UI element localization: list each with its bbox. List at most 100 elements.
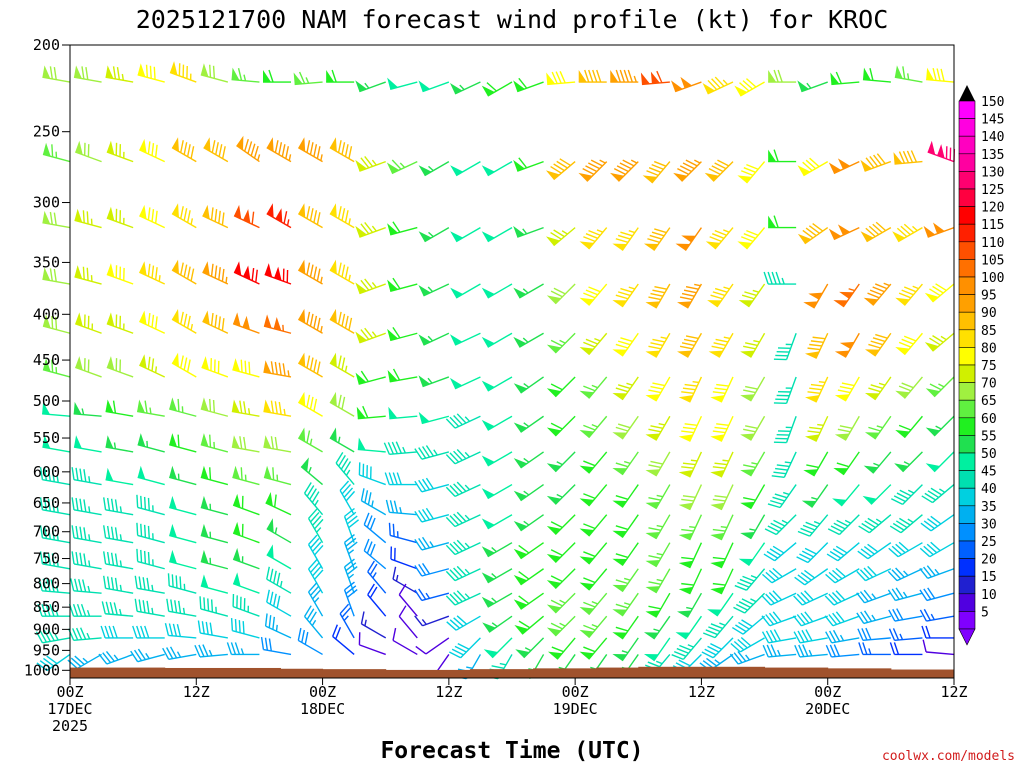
wind-barb xyxy=(864,415,892,440)
barb-pennant xyxy=(894,65,903,79)
barb-flag xyxy=(740,236,754,243)
barb-pennant xyxy=(386,162,400,174)
barb-flag xyxy=(456,481,467,492)
colorbar-max-arrow xyxy=(959,85,975,101)
wind-barb xyxy=(643,637,671,662)
barb-flag xyxy=(679,345,693,350)
barb-shaft xyxy=(42,637,71,644)
barb-flag xyxy=(550,422,563,430)
barb-halfflag xyxy=(320,154,323,161)
credit-link[interactable]: coolwx.com/models xyxy=(882,749,1015,764)
wind-barb xyxy=(481,227,513,243)
barb-flag xyxy=(923,545,934,556)
barb-flag xyxy=(809,157,820,168)
barb-pennant xyxy=(481,231,495,242)
wind-barb xyxy=(919,565,955,579)
barb-pennant xyxy=(418,375,431,387)
barb-flag xyxy=(272,467,275,480)
barb-flag xyxy=(218,316,221,330)
barb-flag xyxy=(360,488,365,501)
barb-flag xyxy=(550,339,563,347)
barb-flag xyxy=(743,345,756,350)
barb-pennant xyxy=(418,284,431,296)
barb-flag xyxy=(414,565,423,577)
barb-flag xyxy=(923,588,932,600)
y-tick-label: 300 xyxy=(33,194,60,212)
barb-flag xyxy=(268,615,272,628)
barb-flag xyxy=(831,591,842,603)
wind-barb xyxy=(701,637,734,659)
barb-flag xyxy=(714,287,728,293)
wind-barb xyxy=(481,514,513,530)
wind-barb xyxy=(343,507,360,543)
barb-shaft xyxy=(688,451,703,478)
barb-flag xyxy=(828,593,839,604)
barb-shaft xyxy=(398,616,418,639)
barb-shaft xyxy=(421,483,450,493)
barb-flag xyxy=(773,519,786,527)
wind-barb xyxy=(363,538,387,570)
barb-flag xyxy=(584,69,590,83)
wind-barb xyxy=(169,465,197,486)
barb-halfflag xyxy=(87,585,91,593)
barb-pennant xyxy=(579,346,594,355)
barb-flag xyxy=(765,593,775,604)
wind-barb xyxy=(355,80,386,93)
barb-flag xyxy=(85,66,89,80)
barb-flag xyxy=(924,492,936,501)
barb-shaft xyxy=(771,568,797,584)
barb-flag xyxy=(796,556,809,564)
wind-barb xyxy=(200,523,229,544)
barb-flag xyxy=(936,68,941,81)
barb-flag xyxy=(209,467,212,480)
barb-pennant xyxy=(805,434,820,442)
barb-pennant xyxy=(645,301,660,309)
barb-flag xyxy=(798,644,805,657)
barb-flag xyxy=(870,340,884,346)
wind-barb xyxy=(236,135,261,163)
barb-pennant xyxy=(481,596,495,608)
barb-flag xyxy=(802,229,814,239)
barb-pennant xyxy=(707,300,722,307)
barb-flag xyxy=(828,571,839,582)
barb-pennant xyxy=(357,437,366,451)
barb-flag xyxy=(712,466,726,469)
barb-flag xyxy=(83,553,87,567)
barb-pennant xyxy=(513,80,525,92)
wind-barb xyxy=(386,159,418,175)
barb-flag xyxy=(106,497,111,511)
barb-halfflag xyxy=(225,276,228,284)
barb-halfflag xyxy=(903,570,909,577)
surface-segment xyxy=(638,666,702,678)
barb-flag xyxy=(810,383,824,387)
barb-flag xyxy=(856,592,866,604)
wind-barb xyxy=(645,415,671,441)
barb-halfflag xyxy=(364,619,367,627)
barb-flag xyxy=(170,599,174,613)
wind-barb xyxy=(763,271,797,285)
barb-pennant xyxy=(169,465,177,480)
wind-barb xyxy=(833,451,860,476)
barb-halfflag xyxy=(182,607,186,615)
barb-flag xyxy=(71,551,75,565)
barb-flag xyxy=(805,629,813,642)
barb-flag xyxy=(903,286,917,293)
wind-barb xyxy=(513,332,544,348)
barb-flag xyxy=(762,645,769,658)
barb-flag xyxy=(518,77,528,89)
barb-shaft xyxy=(363,524,387,544)
barb-pennant xyxy=(546,295,562,304)
barb-flag xyxy=(865,227,876,238)
barb-pennant xyxy=(266,518,274,533)
barb-flag xyxy=(306,140,311,153)
barb-flag xyxy=(832,569,843,580)
barb-pennant xyxy=(74,208,83,223)
barb-shaft xyxy=(688,376,703,403)
wind-barb xyxy=(860,221,892,243)
wind-barb xyxy=(263,69,291,83)
barb-pennant xyxy=(75,312,83,327)
barb-flag xyxy=(234,642,241,655)
barb-halfflag xyxy=(176,651,182,658)
barb-halfflag xyxy=(151,607,154,615)
barb-shaft xyxy=(930,514,955,532)
